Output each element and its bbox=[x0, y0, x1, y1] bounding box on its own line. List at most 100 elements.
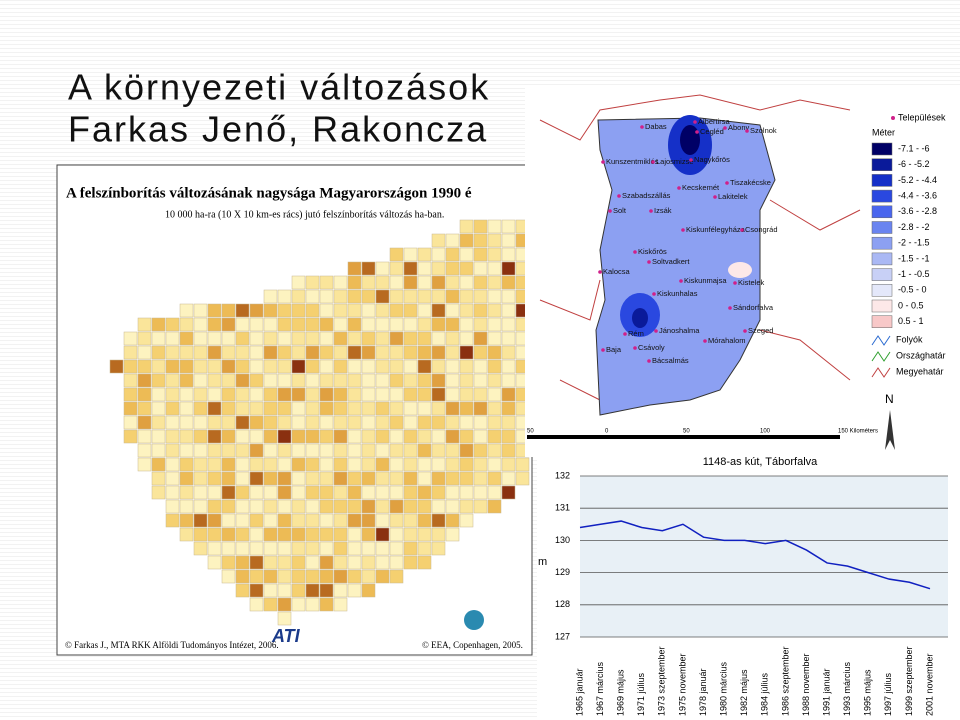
map-cell bbox=[445, 331, 460, 346]
legend-class: -5.2 - -4.4 bbox=[898, 175, 937, 185]
map-cell bbox=[389, 317, 404, 332]
map-cell bbox=[347, 527, 362, 542]
map-cell bbox=[193, 345, 208, 360]
map-cell bbox=[221, 569, 236, 584]
map-cell bbox=[333, 317, 348, 332]
map-cell bbox=[263, 289, 278, 304]
town-label: Cegléd bbox=[700, 127, 724, 136]
map-cell bbox=[375, 359, 390, 374]
town-dot bbox=[728, 306, 732, 310]
map-cell bbox=[165, 415, 180, 430]
y-tick-label: 129 bbox=[555, 567, 570, 577]
map-cell bbox=[459, 359, 474, 374]
map-cell bbox=[235, 359, 250, 374]
map-cell bbox=[333, 541, 348, 556]
town-dot bbox=[608, 209, 612, 213]
map-cell bbox=[445, 513, 460, 528]
x-tick-label: 1993 március bbox=[842, 661, 852, 716]
map-cell bbox=[473, 401, 488, 416]
map-cell bbox=[305, 541, 320, 556]
map-cell bbox=[417, 527, 432, 542]
map-cell bbox=[389, 373, 404, 388]
map-cell bbox=[403, 303, 418, 318]
map-cell bbox=[389, 569, 404, 584]
map-cell bbox=[431, 331, 446, 346]
map-cell bbox=[277, 415, 292, 430]
map-cell bbox=[291, 513, 306, 528]
legend-swatch bbox=[871, 189, 893, 203]
map-cell bbox=[193, 499, 208, 514]
map-cell bbox=[207, 485, 222, 500]
map-cell bbox=[375, 289, 390, 304]
map-cell bbox=[151, 387, 166, 402]
map-cell bbox=[431, 233, 446, 248]
map-cell bbox=[375, 471, 390, 486]
map-cell bbox=[347, 401, 362, 416]
map-cell bbox=[417, 387, 432, 402]
map-cell bbox=[235, 331, 250, 346]
map-cell bbox=[487, 261, 502, 276]
map-cell bbox=[207, 555, 222, 570]
map-cell bbox=[501, 373, 516, 388]
map-cell bbox=[417, 541, 432, 556]
map-cell bbox=[431, 457, 446, 472]
map-cell bbox=[375, 457, 390, 472]
map-cell bbox=[473, 429, 488, 444]
map-cell bbox=[221, 415, 236, 430]
map-cell bbox=[179, 303, 194, 318]
map-cell bbox=[305, 401, 320, 416]
map-cell bbox=[151, 373, 166, 388]
map-cell bbox=[291, 457, 306, 472]
map-cell bbox=[207, 303, 222, 318]
map-cell bbox=[333, 457, 348, 472]
map-cell bbox=[347, 373, 362, 388]
map-cell bbox=[347, 317, 362, 332]
map-cell bbox=[263, 527, 278, 542]
map-cell bbox=[137, 401, 152, 416]
map-cell bbox=[235, 387, 250, 402]
map-cell bbox=[403, 429, 418, 444]
map-cell bbox=[333, 415, 348, 430]
map-cell bbox=[459, 387, 474, 402]
map-cell bbox=[473, 219, 488, 234]
map-cell bbox=[291, 359, 306, 374]
chart: 1148-as kút, Táborfalva m 127 128 129 130 13… bbox=[537, 450, 960, 720]
town-label: Kecskemét bbox=[682, 183, 720, 192]
map-cell bbox=[389, 345, 404, 360]
map-cell bbox=[291, 429, 306, 444]
map-cell bbox=[305, 317, 320, 332]
map-cell bbox=[459, 499, 474, 514]
map-cell bbox=[347, 513, 362, 528]
map-cell bbox=[403, 401, 418, 416]
map-cell bbox=[277, 611, 292, 626]
map-cell bbox=[501, 359, 516, 374]
map-cell bbox=[445, 429, 460, 444]
map-cell bbox=[305, 443, 320, 458]
map-cell bbox=[501, 387, 516, 402]
town-label: Lakitelek bbox=[718, 192, 748, 201]
map-cell bbox=[151, 317, 166, 332]
map-cell bbox=[389, 387, 404, 402]
map-cell bbox=[319, 443, 334, 458]
town-dot bbox=[703, 339, 707, 343]
legend-swatch bbox=[871, 236, 893, 250]
town-dot bbox=[649, 209, 653, 213]
x-tick-label: 1971 július bbox=[636, 672, 646, 716]
map-cell bbox=[375, 303, 390, 318]
map-cell bbox=[431, 303, 446, 318]
map-cell bbox=[431, 289, 446, 304]
map-cell bbox=[277, 555, 292, 570]
map-cell bbox=[179, 527, 194, 542]
map-cell bbox=[235, 485, 250, 500]
map-cell bbox=[291, 555, 306, 570]
map-cell bbox=[179, 415, 194, 430]
map-cell bbox=[361, 485, 376, 500]
map-cell bbox=[459, 331, 474, 346]
town-label: Solt bbox=[613, 206, 627, 215]
x-tick-label: 1973 szeptember bbox=[657, 646, 667, 716]
map-cell bbox=[459, 429, 474, 444]
legend-unit: Méter bbox=[872, 127, 895, 137]
map-cell bbox=[235, 401, 250, 416]
map-cell bbox=[291, 331, 306, 346]
map-cell bbox=[277, 373, 292, 388]
